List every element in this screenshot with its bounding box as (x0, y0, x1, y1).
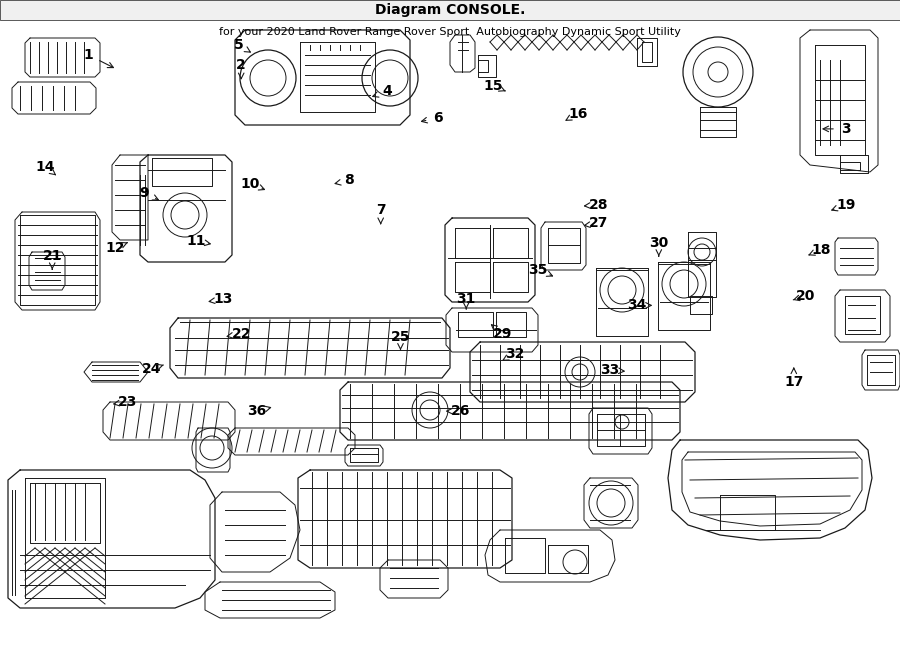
Text: 10: 10 (240, 176, 260, 191)
Text: 30: 30 (649, 236, 669, 251)
Text: 31: 31 (456, 292, 476, 306)
Text: 12: 12 (105, 241, 125, 255)
Text: 20: 20 (796, 289, 815, 303)
Text: 1: 1 (84, 48, 93, 62)
Polygon shape (0, 0, 900, 20)
Text: 28: 28 (589, 198, 608, 212)
Text: 22: 22 (231, 327, 251, 341)
Text: 9: 9 (140, 186, 148, 200)
Text: 25: 25 (391, 330, 410, 344)
Text: 24: 24 (141, 362, 161, 376)
Text: 17: 17 (784, 375, 804, 389)
Text: for your 2020 Land Rover Range Rover Sport  Autobiography Dynamic Sport Utility: for your 2020 Land Rover Range Rover Spo… (219, 27, 681, 37)
Text: 15: 15 (483, 79, 503, 93)
Text: 3: 3 (842, 122, 850, 136)
Text: 23: 23 (118, 395, 138, 409)
Text: 35: 35 (528, 262, 548, 277)
Text: 33: 33 (600, 363, 620, 377)
Text: 21: 21 (42, 249, 62, 264)
Text: 29: 29 (492, 327, 512, 341)
Text: 7: 7 (376, 203, 385, 217)
Text: 34: 34 (627, 298, 647, 313)
Text: 2: 2 (237, 58, 246, 72)
Text: Diagram CONSOLE.: Diagram CONSOLE. (374, 3, 526, 17)
Text: 4: 4 (382, 84, 392, 98)
Text: 26: 26 (451, 404, 471, 418)
Text: 14: 14 (35, 159, 55, 174)
Text: 6: 6 (434, 110, 443, 125)
Text: 11: 11 (186, 234, 206, 249)
Text: 18: 18 (811, 243, 831, 257)
Text: 8: 8 (345, 173, 354, 188)
Text: 27: 27 (589, 216, 608, 231)
Text: 32: 32 (505, 346, 525, 361)
Text: 13: 13 (213, 292, 233, 307)
Text: 16: 16 (568, 106, 588, 121)
Text: 5: 5 (234, 38, 243, 52)
Text: 19: 19 (836, 198, 856, 212)
Text: 36: 36 (247, 404, 266, 418)
